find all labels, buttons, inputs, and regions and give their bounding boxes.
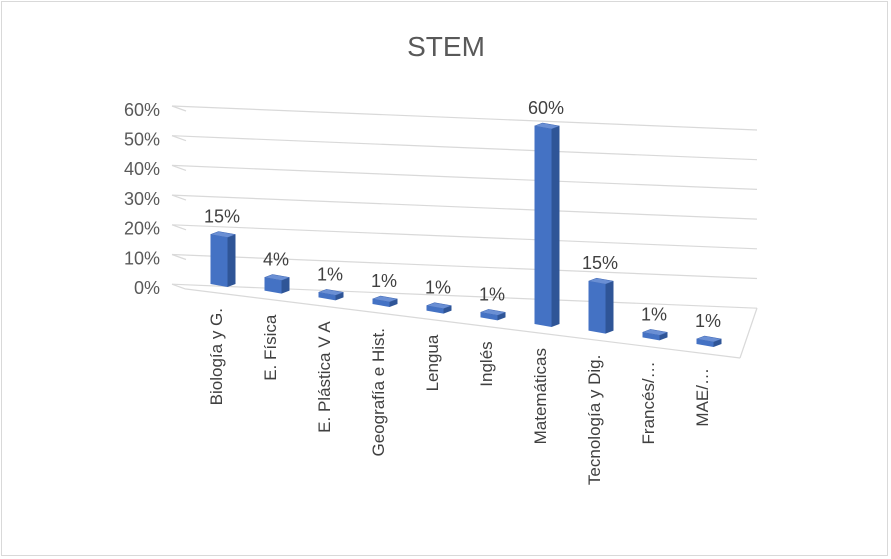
bar-side (713, 339, 722, 347)
gridline-depth (171, 194, 187, 201)
bar-side (443, 305, 452, 314)
y-tick-label: 30% (124, 189, 160, 209)
data-labels: 15% 4% 1% 1% 1% 1% 60% 15% 1% 1% (204, 98, 721, 331)
bar (588, 281, 606, 334)
floor-front-edge (185, 288, 741, 359)
gridline (171, 253, 758, 280)
bar (480, 312, 498, 321)
category-label: Biología y G. (207, 308, 226, 405)
category-label: E. Física (261, 314, 280, 381)
category-label: Lengua (423, 334, 442, 391)
bar (210, 234, 228, 287)
bar-side (227, 234, 236, 287)
y-tick-label: 10% (124, 248, 160, 268)
gridline-depth (171, 283, 187, 290)
bar-side (389, 299, 398, 307)
bar (642, 332, 660, 341)
gridline (171, 164, 758, 190)
y-axis-ticks: 0% 10% 20% 30% 40% 50% 60% (124, 100, 160, 298)
bar (318, 292, 336, 301)
gridline (171, 194, 758, 220)
floor-right-edge (739, 307, 758, 359)
bar (534, 126, 552, 327)
bar (696, 339, 714, 347)
gridline (171, 135, 758, 161)
gridlines (171, 105, 758, 359)
data-label: 15% (582, 253, 618, 273)
y-tick-label: 20% (124, 219, 160, 239)
bar-side (605, 281, 614, 334)
data-label: 1% (371, 271, 397, 291)
data-label: 1% (425, 278, 451, 298)
gridline-depth (171, 224, 187, 231)
bar-side (335, 292, 344, 301)
gridline-depth (171, 164, 187, 171)
bar-side (497, 312, 506, 321)
gridline (171, 283, 758, 309)
data-label: 1% (479, 284, 505, 304)
category-labels: Biología y G. E. Física E. Plástica V A Geo… (207, 308, 712, 485)
y-tick-label: 50% (124, 130, 160, 150)
category-label: Tecnología y Dig. (585, 355, 604, 485)
gridline-depth (171, 253, 187, 261)
y-tick-label: 40% (124, 159, 160, 179)
gridline-depth (171, 135, 187, 142)
chart-title: STEM (407, 31, 485, 62)
bar-side (551, 126, 560, 327)
bar (264, 277, 282, 294)
category-label: Matemáticas (531, 348, 550, 444)
data-label: 1% (641, 304, 667, 324)
gridline (171, 105, 758, 131)
data-label: 4% (263, 249, 289, 269)
data-label: 1% (317, 264, 343, 284)
data-label: 60% (528, 98, 564, 118)
gridline (171, 224, 758, 250)
bar-side (281, 277, 290, 294)
data-label: 15% (204, 207, 240, 227)
data-label: 1% (695, 311, 721, 331)
bar (372, 299, 390, 307)
category-label: E. Plástica V A (315, 321, 334, 433)
y-tick-label: 0% (134, 278, 160, 298)
category-label: Francés/… (639, 361, 658, 444)
category-label: MAE/… (693, 368, 712, 427)
bar (426, 305, 444, 314)
category-label: Geografía e Hist. (369, 328, 388, 457)
gridline-depth (171, 105, 187, 112)
y-tick-label: 60% (124, 100, 160, 120)
bar-side (659, 332, 668, 341)
bars (209, 122, 723, 347)
category-label: Inglés (477, 341, 496, 386)
